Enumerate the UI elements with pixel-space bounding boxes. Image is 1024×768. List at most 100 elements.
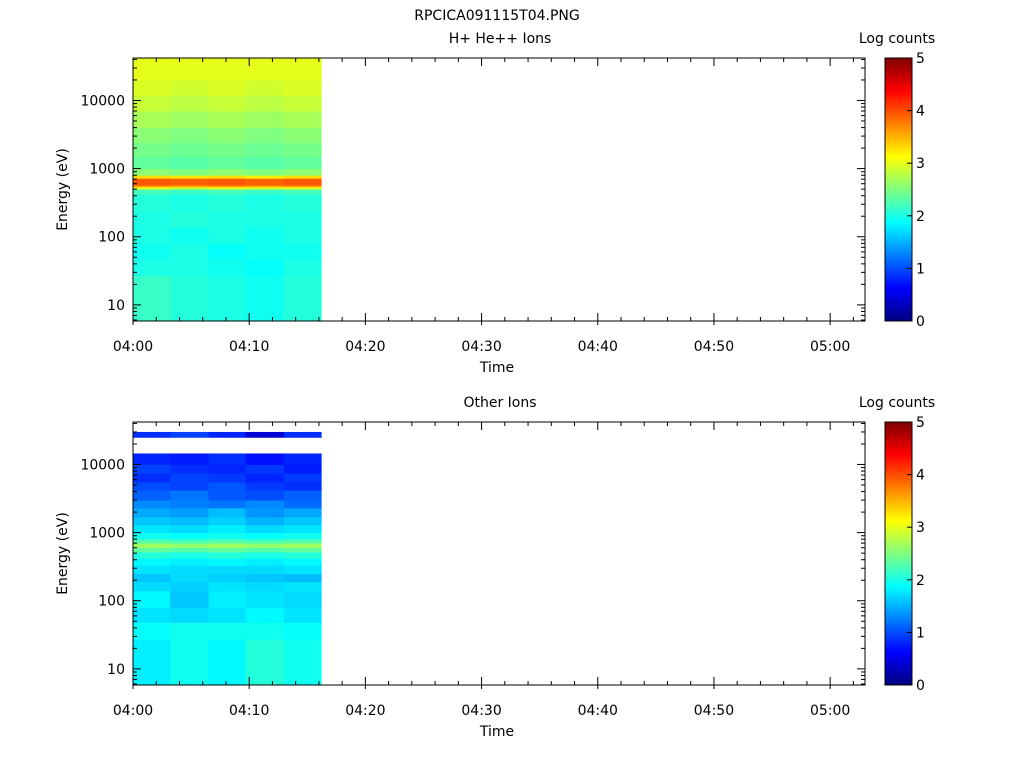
colorbar-segment bbox=[885, 553, 912, 557]
colorbar-segment bbox=[885, 215, 912, 219]
colorbar-segment bbox=[885, 192, 912, 196]
heatmap-cell bbox=[208, 194, 247, 212]
heatmap-cell bbox=[208, 156, 247, 170]
colorbar-tick-label: 4 bbox=[916, 468, 925, 484]
colorbar-segment bbox=[885, 674, 912, 678]
colorbar-segment bbox=[885, 471, 912, 476]
colorbar-label: Log counts bbox=[859, 31, 935, 47]
heatmap-cell bbox=[245, 189, 285, 195]
heatmap-cell bbox=[245, 639, 285, 686]
colorbar-segment bbox=[885, 107, 912, 112]
heatmap-cell bbox=[284, 185, 322, 188]
colorbar-segment bbox=[885, 458, 912, 462]
heatmap-cell bbox=[245, 275, 285, 322]
colorbar-segment bbox=[885, 171, 912, 175]
heatmap-cell bbox=[284, 431, 322, 438]
heatmap-cell bbox=[133, 581, 171, 592]
x-tick-label: 04:00 bbox=[113, 703, 153, 719]
colorbar-segment bbox=[885, 666, 912, 670]
colorbar-segment bbox=[885, 427, 912, 431]
colorbar-segment bbox=[885, 658, 912, 662]
colorbar-segment bbox=[885, 76, 912, 80]
colorbar-segment bbox=[885, 234, 912, 238]
colorbar-segment bbox=[885, 121, 912, 125]
colorbar-segment bbox=[885, 105, 912, 109]
heatmap-cell bbox=[208, 607, 247, 623]
x-tick-label: 04:50 bbox=[694, 339, 734, 355]
heatmap-cell bbox=[284, 639, 322, 686]
heatmap-cell bbox=[133, 490, 171, 501]
colorbar-segment bbox=[885, 136, 912, 141]
heatmap-cell bbox=[284, 565, 322, 575]
heatmap-cell bbox=[284, 194, 322, 212]
colorbar-segment bbox=[885, 542, 912, 547]
heatmap-cells bbox=[133, 431, 322, 686]
colorbar-segment bbox=[885, 58, 912, 62]
colorbar-segment bbox=[885, 682, 912, 686]
heatmap-cell bbox=[284, 607, 322, 623]
colorbar-segment bbox=[885, 448, 912, 452]
colorbar-segment bbox=[885, 139, 912, 143]
heatmap-cell bbox=[170, 189, 209, 195]
heatmap-cell bbox=[284, 210, 322, 228]
heatmap-cell bbox=[133, 453, 171, 465]
heatmap-cell bbox=[170, 168, 209, 176]
colorbar-segment bbox=[885, 511, 912, 515]
colorbar-segment bbox=[885, 490, 912, 494]
heatmap-cell bbox=[170, 490, 209, 501]
colorbar-segment bbox=[885, 677, 912, 681]
heatmap-cell bbox=[284, 500, 322, 509]
colorbar-segment bbox=[885, 495, 912, 499]
heatmap-cell bbox=[245, 581, 285, 592]
heatmap-cell bbox=[208, 581, 247, 592]
colorbar-segment bbox=[885, 79, 912, 83]
heatmap-cell bbox=[133, 558, 171, 566]
heatmap-cell bbox=[284, 178, 322, 186]
heatmap-cell bbox=[208, 507, 247, 518]
heatmap-cell bbox=[170, 127, 209, 144]
heatmap-cell bbox=[133, 565, 171, 575]
heatmap-cell bbox=[245, 543, 285, 549]
colorbar-tick-label: 2 bbox=[916, 209, 925, 225]
x-tick-label: 04:10 bbox=[229, 339, 269, 355]
heatmap-cell bbox=[170, 482, 209, 491]
colorbar-segment bbox=[885, 247, 912, 251]
colorbar-segment bbox=[885, 294, 912, 298]
heatmap-cell bbox=[245, 95, 285, 112]
heatmap-cell bbox=[133, 178, 171, 186]
colorbar-segment bbox=[885, 273, 912, 277]
heatmap-cell bbox=[170, 185, 209, 188]
colorbar-segment bbox=[885, 150, 912, 154]
heatmap-cell bbox=[245, 186, 285, 190]
y-axis-label: Energy (eV) bbox=[55, 512, 71, 595]
colorbar-segment bbox=[885, 228, 912, 233]
colorbar-segment bbox=[885, 635, 912, 639]
heatmap-cell bbox=[208, 186, 247, 190]
colorbar-segment bbox=[885, 244, 912, 248]
colorbar-segment bbox=[885, 276, 912, 280]
x-axis-ticks bbox=[132, 58, 854, 325]
heatmap-cell bbox=[245, 532, 285, 540]
heatmap-cell bbox=[170, 532, 209, 540]
y-tick-label: 10 bbox=[107, 298, 125, 314]
colorbar-tick-label: 3 bbox=[916, 156, 925, 172]
heatmap-cell bbox=[170, 622, 209, 640]
colorbar-segment bbox=[885, 466, 912, 470]
heatmap-cell bbox=[170, 500, 209, 509]
colorbar-segment bbox=[885, 671, 912, 675]
colorbar-segment bbox=[885, 213, 912, 217]
heatmap-cell bbox=[245, 79, 285, 96]
heatmap-cell bbox=[284, 189, 322, 195]
colorbar-tick-label: 1 bbox=[916, 261, 925, 277]
heatmap-cell bbox=[208, 573, 247, 583]
colorbar-segment bbox=[885, 595, 912, 599]
heatmap-cell bbox=[208, 58, 247, 81]
colorbar-tick-label: 0 bbox=[916, 678, 925, 694]
colorbar-segment bbox=[885, 514, 912, 518]
heatmap-cell bbox=[170, 516, 209, 526]
heatmap-cell bbox=[170, 111, 209, 128]
heatmap-cell bbox=[133, 532, 171, 540]
heatmap-cell bbox=[208, 539, 247, 544]
